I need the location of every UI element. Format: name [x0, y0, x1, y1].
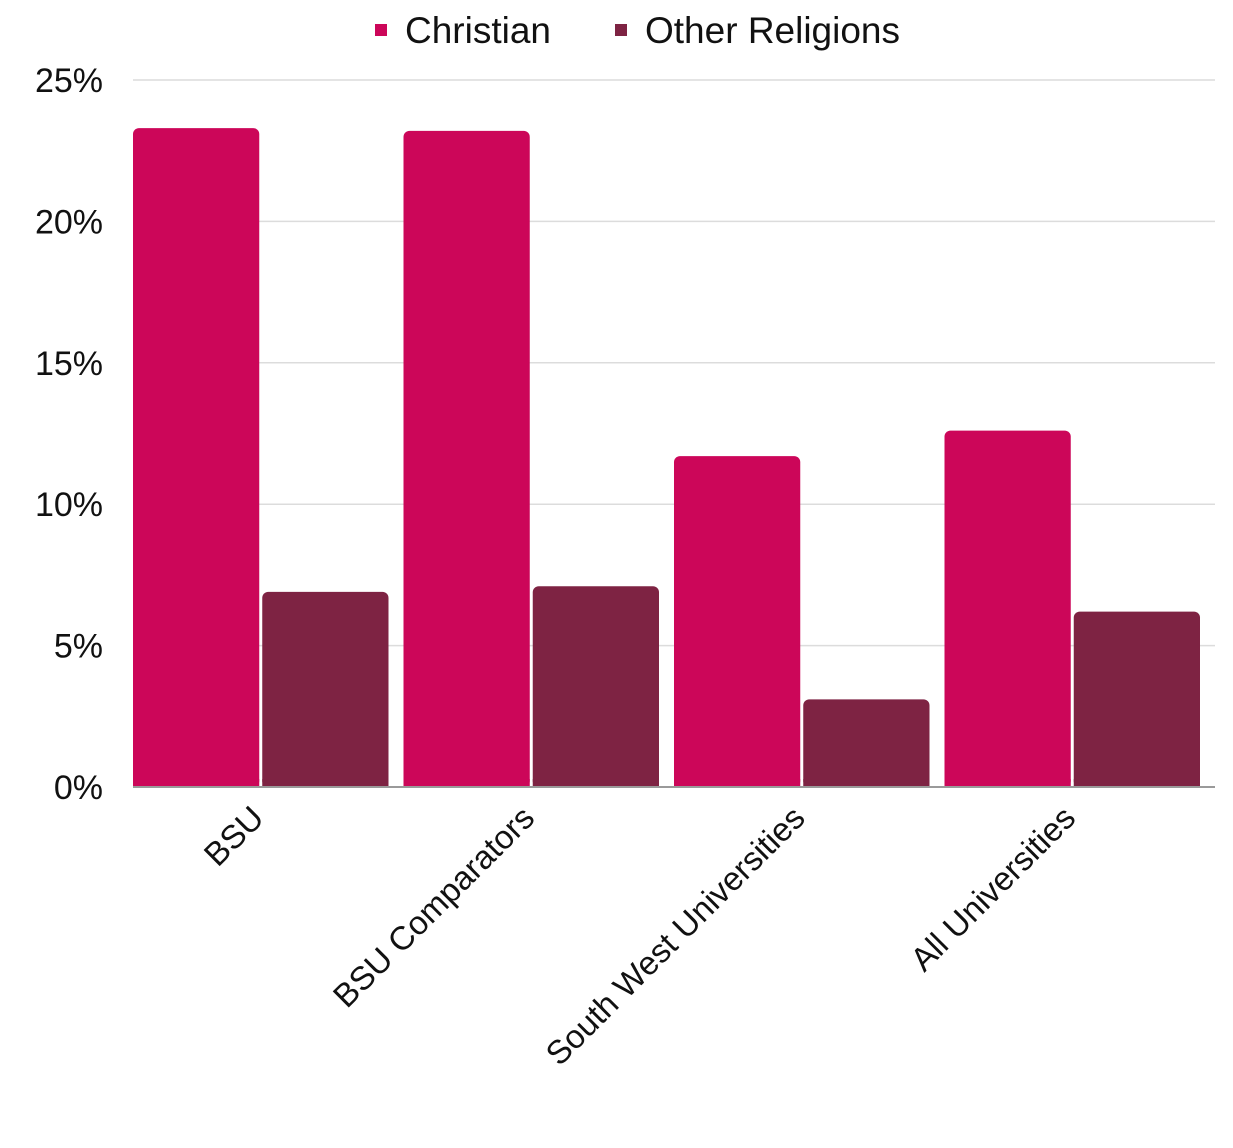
legend-label: Christian	[405, 10, 551, 51]
bar-base	[532, 779, 659, 787]
bar	[532, 586, 659, 787]
bar	[1073, 611, 1200, 787]
y-tick-label: 5%	[54, 628, 103, 666]
y-axis-ticks: 0% 5% 10% 15% 20% 25%	[35, 62, 103, 807]
bar-base	[803, 779, 930, 787]
legend-swatch	[375, 24, 387, 36]
bar-base	[262, 779, 389, 787]
legend-label: Other Religions	[645, 10, 900, 51]
bar	[133, 128, 260, 788]
x-tick-label: BSU Comparators	[326, 799, 542, 1015]
bar-base	[133, 779, 260, 787]
bars	[133, 128, 1200, 788]
legend-swatch	[615, 24, 627, 36]
y-tick-label: 25%	[35, 62, 103, 100]
bar	[262, 591, 389, 787]
y-tick-label: 0%	[54, 769, 103, 807]
bar-base	[1073, 779, 1200, 787]
bar	[944, 430, 1071, 787]
y-tick-label: 20%	[35, 203, 103, 241]
bar	[803, 699, 930, 787]
y-tick-label: 15%	[35, 345, 103, 383]
x-tick-label: BSU	[197, 799, 271, 873]
x-tick-label: South West Universities	[538, 799, 811, 1072]
bar-base	[674, 779, 801, 787]
y-tick-label: 10%	[35, 486, 103, 524]
bar	[403, 130, 530, 788]
bar-base	[403, 779, 530, 787]
legend: Christian Other Religions	[375, 10, 900, 51]
x-tick-label: All Universities	[903, 799, 1082, 978]
bar-base	[944, 779, 1071, 787]
bar	[674, 456, 801, 787]
